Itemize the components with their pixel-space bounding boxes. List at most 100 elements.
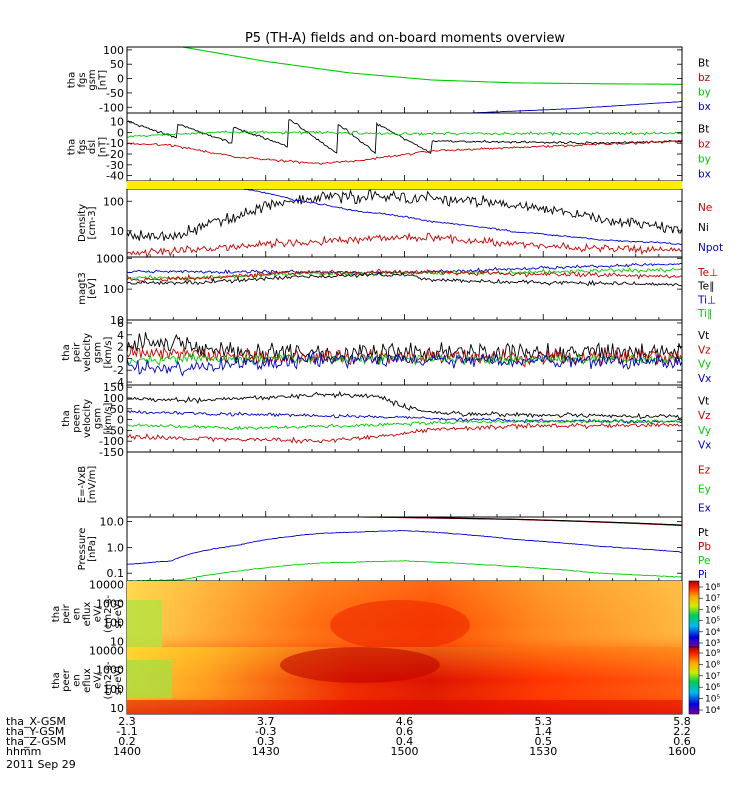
y-axis-label: tha: [61, 344, 72, 360]
legend-fgs-gsm: by: [698, 86, 711, 98]
peir-eflux-spectrogram: [127, 581, 682, 650]
axis-row-value: 0.3: [257, 735, 275, 748]
series-fgs-gsm-by: [182, 46, 682, 85]
y-tick-label: 10000: [89, 644, 124, 657]
y-axis-label: peem: [72, 404, 83, 432]
y-tick-label: -150: [99, 446, 124, 459]
panel-frame: [126, 451, 683, 518]
y-tick-label: 10: [110, 635, 124, 648]
legend-pressure: Pb: [698, 541, 711, 553]
legend-density: Npot: [698, 242, 723, 254]
y-axis-label: eflux: [82, 602, 93, 627]
colorbar-tick-label: 10⁹: [705, 649, 720, 659]
colorbar-tick-label: 10⁵: [705, 617, 720, 627]
legend-fgs-gsm: bx: [698, 101, 711, 113]
y-axis-label: dsl: [87, 140, 98, 154]
axis-row-value: 0.6: [673, 735, 691, 748]
y-tick-label: 0: [117, 126, 124, 139]
y-tick-label: -2: [113, 364, 124, 377]
legend-e-field: Ey: [698, 484, 711, 496]
legend-peem-velocity: Vy: [698, 425, 711, 437]
y-tick-label: 2: [117, 341, 124, 354]
panel-frame: [126, 516, 683, 582]
y-tick-label: 100: [103, 683, 124, 696]
y-tick-label: -50: [106, 424, 124, 437]
axis-row-value: -0.3: [255, 725, 276, 738]
y-axis-label: tha: [66, 72, 77, 88]
time-axis-table: tha_X-GSM 2.3 3.7 4.6 5.3 5.8 tha_Y-GSM -1.1 -0.…: [6, 715, 696, 771]
y-tick-label: 50: [110, 403, 124, 416]
legend-fgs-dsl: bz: [698, 139, 711, 151]
axis-row-value: 1400: [113, 745, 141, 758]
date-label: 2011 Sep 29: [6, 758, 76, 771]
axis-row-label: tha_Z-GSM: [6, 735, 66, 748]
y-tick-label: 0: [117, 73, 124, 86]
y-tick-label: -100: [99, 435, 124, 448]
y-axis-label: Density: [77, 204, 88, 242]
y-tick-label: 100: [103, 616, 124, 629]
colorbar-tick-label: 10⁵: [705, 695, 720, 705]
legend-pressure: Pi: [698, 569, 707, 581]
y-axis-label: fgs: [77, 139, 88, 154]
colorbar-tick-label: 10⁸: [705, 583, 720, 593]
y-axis-label: Pressure: [77, 528, 88, 571]
panel-temperature: magt3 [eV] 1000 100 10 Te⊥ Te∥Ti⊥ Ti∥: [77, 252, 718, 327]
legend-temperature: Ti⊥: [697, 294, 716, 306]
y-tick-label: 50: [110, 58, 124, 71]
y-tick-label: 1000: [96, 252, 124, 265]
legend-peir-velocity: Vt: [698, 330, 709, 342]
series-pressure-Pb: [361, 516, 683, 527]
y-tick-label: 10.0: [100, 516, 125, 529]
y-tick-label: 10: [110, 702, 124, 715]
y-tick-label: -40: [106, 170, 124, 183]
y-tick-label: 6: [117, 317, 124, 330]
y-axis-label: fgs: [77, 72, 88, 87]
y-axis-label: velocity: [82, 333, 93, 372]
series-temperature-Ti∥: [126, 267, 683, 281]
legend-density: Ne: [698, 202, 712, 214]
legend-fgs-dsl: Bt: [698, 124, 709, 136]
y-axis-label: (cm2-s-: [103, 661, 114, 699]
y-axis-label: (cm2-s-: [103, 595, 114, 633]
legend-peem-velocity: Vz: [698, 410, 711, 422]
colorbar-tick-label: 10⁷: [705, 594, 720, 604]
axis-row-value: 1.4: [535, 725, 553, 738]
legend-temperature: Te⊥: [697, 267, 718, 279]
y-tick-label: -4: [113, 376, 124, 389]
colorbar-tick-label: 10⁷: [705, 672, 720, 682]
y-tick-label: 10: [110, 314, 124, 327]
series-density-Npot: [244, 188, 683, 246]
panel-pressure: Pressure [nPa]10.0 1.0 0.1 Pt Pb Pe Pi: [77, 516, 711, 582]
y-tick-label: 10000: [89, 578, 124, 591]
legend-temperature: Ti∥: [697, 308, 712, 320]
series-temperature-Te⊥: [126, 268, 683, 282]
legend-density: Ni: [698, 222, 709, 234]
series-temperature-Ti⊥: [126, 262, 683, 275]
legend-peir-velocity: Vy: [698, 359, 711, 371]
legend-e-field: Ez: [698, 465, 711, 477]
y-axis-label: tha: [66, 139, 77, 155]
y-axis-label: peir: [72, 342, 83, 362]
series-peem-velocity-Vz: [126, 422, 683, 444]
y-axis-label: [cm-3]: [87, 206, 98, 239]
y-axis-label: tha: [61, 410, 72, 426]
series-peem-velocity-Vx: [126, 409, 683, 425]
y-tick-label: -50: [106, 87, 124, 100]
y-axis-label: gsm: [92, 342, 103, 363]
quality-flag-bar: [127, 181, 682, 189]
y-axis-label: sr-eV): [113, 666, 124, 695]
y-tick-label: 100: [103, 195, 124, 208]
y-axis-label: [km/s]: [103, 336, 114, 368]
y-axis-label: [mV/m]: [87, 466, 98, 504]
y-axis-label: E=-VxB: [77, 466, 88, 503]
y-tick-label: 100: [103, 283, 124, 296]
y-axis-label: peer: [61, 668, 72, 692]
series-peem-velocity-Vy: [126, 418, 683, 431]
panel-fgs-dsl: tha fgs dsl [nT]100-10-20-30-40 Bt bz by bx: [66, 112, 711, 183]
colorbar-peir: [688, 580, 700, 648]
legend-fgs-gsm: bz: [698, 72, 711, 84]
